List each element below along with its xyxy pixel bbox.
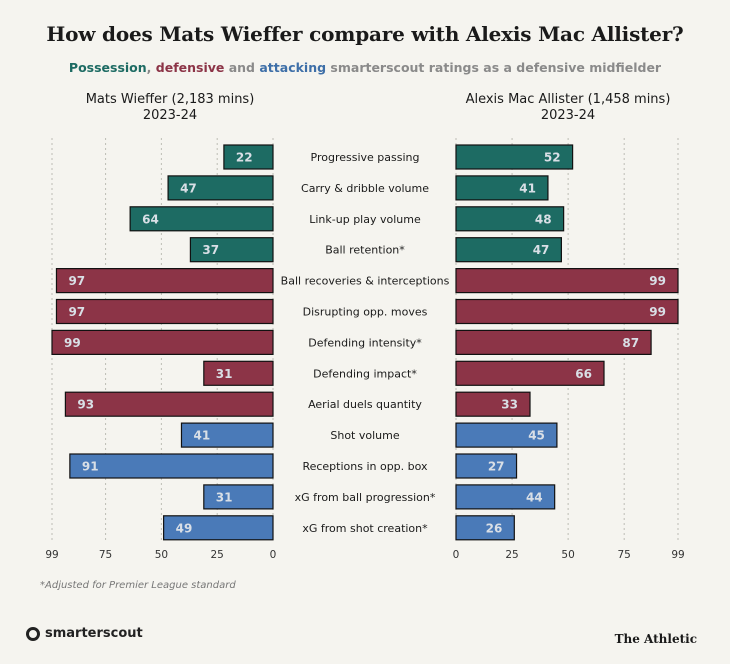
right-bar	[455, 175, 549, 201]
brand-name: smarterscout	[45, 626, 143, 641]
left-bar	[55, 268, 274, 294]
left-value-label: 64	[142, 212, 159, 226]
right-tick-label: 0	[453, 549, 460, 561]
left-bar	[129, 206, 274, 232]
category-label: Carry & dribble volume	[301, 182, 429, 195]
publisher-logo: The Athletic	[614, 632, 697, 646]
right-value-label: 87	[622, 336, 639, 350]
right-player-season: 2023-24	[540, 108, 596, 123]
left-player-header: Mats Wieffer (2,183 mins) 2023-24	[70, 92, 270, 124]
chart-title: How does Mats Wieffer compare with Alexi…	[46, 22, 684, 46]
smarterscout-icon	[26, 626, 40, 641]
category-label: Defending impact*	[313, 367, 417, 380]
right-player-name: Alexis Mac Allister (1,458 mins)	[465, 92, 671, 107]
right-value-label: 44	[526, 490, 543, 504]
right-value-label: 47	[533, 243, 550, 257]
left-value-label: 47	[180, 181, 197, 195]
right-bar	[455, 484, 556, 510]
right-bar	[455, 268, 679, 294]
right-bar	[455, 422, 558, 448]
right-bar	[455, 329, 652, 355]
left-bar	[180, 422, 274, 448]
category-label: Link-up play volume	[309, 213, 421, 226]
left-bar	[69, 453, 274, 479]
right-value-label: 48	[535, 212, 552, 226]
left-value-label: 97	[68, 305, 85, 319]
category-label: Progressive passing	[311, 151, 420, 164]
category-label: Shot volume	[330, 429, 399, 442]
subtitle-sep1: ,	[146, 60, 156, 75]
left-value-label: 97	[68, 274, 85, 288]
left-player-name: Mats Wieffer (2,183 mins)	[85, 92, 255, 107]
right-bar	[455, 144, 574, 170]
right-value-label: 99	[649, 305, 666, 319]
category-label: Defending intensity*	[308, 336, 422, 349]
left-bar	[223, 144, 274, 170]
right-bar	[455, 206, 565, 232]
left-value-label: 41	[193, 429, 210, 443]
left-value-label: 37	[202, 243, 219, 257]
category-label: Ball recoveries & interceptions	[281, 275, 450, 288]
footnote: *Adjusted for Premier League standard	[40, 580, 236, 591]
right-value-label: 41	[519, 181, 536, 195]
left-bar	[203, 360, 274, 386]
right-tick-label: 99	[671, 549, 684, 561]
left-bar	[203, 484, 274, 510]
right-bar	[455, 391, 531, 417]
right-player-header: Alexis Mac Allister (1,458 mins) 2023-24	[458, 92, 678, 124]
left-tick-label: 50	[155, 549, 168, 561]
subtitle-attacking: attacking	[259, 60, 327, 75]
subtitle-defensive: defensive	[155, 60, 225, 75]
smarterscout-logo: smarterscout	[26, 626, 143, 641]
left-bar	[55, 298, 274, 325]
left-tick-label: 0	[270, 549, 277, 561]
right-bar	[455, 453, 518, 479]
right-value-label: 99	[649, 274, 666, 288]
right-bar	[455, 298, 679, 325]
subtitle-rest: smarterscout ratings as a defensive midf…	[326, 60, 662, 75]
right-value-label: 45	[528, 429, 545, 443]
left-value-label: 49	[176, 521, 193, 535]
right-value-label: 26	[486, 521, 503, 535]
left-bar	[163, 515, 274, 541]
left-value-label: 22	[236, 151, 253, 165]
left-value-label: 93	[77, 398, 94, 412]
category-label: xG from ball progression*	[295, 491, 436, 504]
left-tick-label: 25	[211, 549, 224, 561]
category-label: Ball retention*	[325, 244, 405, 257]
chart-subtitle: Possession, defensive and attacking smar…	[0, 60, 730, 75]
right-tick-label: 25	[505, 549, 518, 561]
left-bar	[51, 329, 274, 355]
right-tick-label: 75	[617, 549, 630, 561]
category-label: Receptions in opp. box	[302, 460, 428, 473]
subtitle-possession: Possession	[68, 60, 147, 75]
right-value-label: 66	[575, 367, 592, 381]
left-bar	[64, 391, 274, 417]
category-label: Aerial duels quantity	[308, 398, 422, 411]
left-value-label: 31	[216, 490, 233, 504]
right-value-label: 33	[501, 398, 518, 412]
category-label: xG from shot creation*	[302, 522, 428, 535]
right-value-label: 27	[488, 460, 505, 474]
category-label: Disrupting opp. moves	[303, 306, 428, 319]
left-value-label: 91	[82, 460, 99, 474]
right-bar	[455, 360, 605, 386]
left-value-label: 31	[216, 367, 233, 381]
right-value-label: 52	[544, 151, 561, 165]
right-tick-label: 50	[561, 549, 574, 561]
subtitle-sep2: and	[224, 60, 260, 75]
butterfly-bar-chart: 0 0 25 25 50 50 75 75 99 99 22 52 Progressive passin…	[45, 138, 685, 561]
left-tick-label: 75	[99, 549, 112, 561]
right-bar	[455, 515, 515, 541]
left-bar	[167, 175, 274, 201]
left-value-label: 99	[64, 336, 81, 350]
left-player-season: 2023-24	[142, 108, 198, 123]
left-tick-label: 99	[45, 549, 58, 561]
left-bar	[189, 237, 274, 263]
right-bar	[455, 237, 562, 263]
